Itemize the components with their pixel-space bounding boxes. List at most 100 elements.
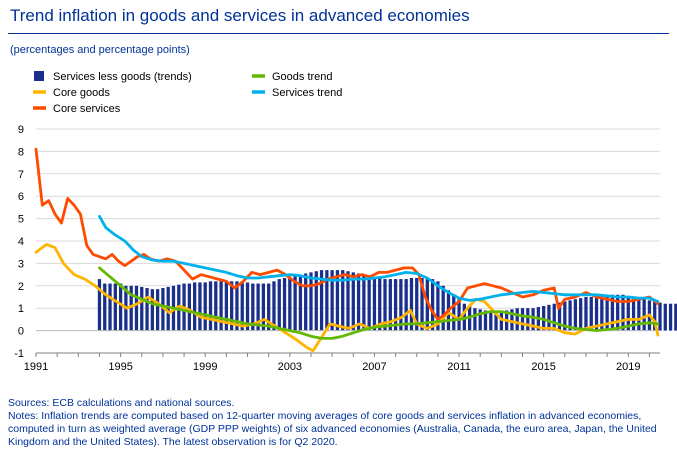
bar xyxy=(483,310,488,331)
bar xyxy=(388,279,392,331)
bar xyxy=(240,281,244,331)
y-tick-label: 9 xyxy=(18,124,24,136)
title-rule xyxy=(8,33,669,34)
bar xyxy=(219,281,223,331)
bar xyxy=(356,273,361,331)
line-series xyxy=(34,147,660,353)
bar xyxy=(674,303,677,331)
bar xyxy=(399,279,403,331)
bar xyxy=(166,286,170,331)
bar xyxy=(367,275,371,331)
bar xyxy=(557,302,562,331)
legend-swatch xyxy=(34,71,44,81)
bar xyxy=(362,274,366,331)
x-tick-label: 2007 xyxy=(362,361,386,373)
bar xyxy=(208,281,213,331)
bar xyxy=(489,311,493,331)
bar xyxy=(563,301,567,331)
x-tick-label: 2003 xyxy=(278,361,302,373)
bar xyxy=(531,308,535,331)
y-tick-label: 1 xyxy=(18,303,24,315)
bar xyxy=(494,311,498,331)
bar xyxy=(113,283,117,331)
legend-label: Services trend xyxy=(272,87,342,99)
bar xyxy=(372,276,377,331)
bar xyxy=(256,283,260,331)
bar xyxy=(404,279,408,331)
bar xyxy=(478,309,482,331)
series-line-services-trend xyxy=(98,215,660,303)
bar xyxy=(631,297,636,331)
bar xyxy=(267,283,271,331)
bar xyxy=(526,308,530,331)
bar xyxy=(272,281,276,331)
bar xyxy=(129,285,133,331)
bar xyxy=(277,279,281,331)
bar xyxy=(441,285,445,331)
bar xyxy=(642,299,646,331)
bar xyxy=(288,276,292,331)
bar xyxy=(282,277,287,331)
chart-subtitle: (percentages and percentage points) xyxy=(10,44,190,56)
bar xyxy=(145,288,149,331)
bar xyxy=(224,281,229,331)
axes: -1 0 1 2 3 4 5 6 7 8 9 1991 1995 1999 2003 2007 2011 2015… xyxy=(14,124,660,373)
y-tick-label: 4 xyxy=(18,236,24,248)
bar xyxy=(108,283,112,331)
y-tick-label: -1 xyxy=(14,348,24,360)
bar xyxy=(118,283,123,331)
y-tick-label: 6 xyxy=(18,191,24,203)
bar xyxy=(547,304,551,331)
bar xyxy=(573,299,578,331)
bar xyxy=(425,279,429,331)
bar xyxy=(663,303,667,331)
bar xyxy=(187,283,191,331)
bar xyxy=(420,277,424,331)
bar xyxy=(499,311,503,331)
bar xyxy=(134,285,139,331)
bar xyxy=(193,282,197,331)
bar xyxy=(637,298,641,331)
bar xyxy=(430,279,435,331)
bar xyxy=(610,294,615,331)
chart-area: -1 0 1 2 3 4 5 6 7 8 9 1991 1995 1999 2003 2007 2011 2015… xyxy=(14,71,677,373)
bar xyxy=(335,270,340,331)
bar xyxy=(251,283,255,331)
bar xyxy=(658,302,662,331)
bar xyxy=(515,308,519,331)
bar xyxy=(621,294,625,331)
bar xyxy=(198,282,202,331)
bar xyxy=(245,282,250,331)
bar xyxy=(293,275,297,331)
bar xyxy=(600,295,604,331)
x-tick-label: 1999 xyxy=(193,361,217,373)
bar xyxy=(150,289,154,331)
legend: Services less goods (trends) Core goods Co… xyxy=(33,71,342,115)
bar xyxy=(568,300,572,331)
y-tick-label: 7 xyxy=(18,169,24,181)
legend-label: Goods trend xyxy=(272,71,333,83)
bar xyxy=(298,274,303,331)
bar xyxy=(616,294,620,331)
bar xyxy=(457,299,461,331)
bar xyxy=(203,282,207,331)
bar xyxy=(161,288,165,331)
x-tick-label: 2015 xyxy=(531,361,555,373)
legend-label: Core goods xyxy=(53,87,110,99)
bar xyxy=(346,271,350,331)
x-tick-label: 1995 xyxy=(108,361,132,373)
bar xyxy=(436,281,440,331)
bar xyxy=(155,289,160,331)
bar xyxy=(97,279,102,331)
bar xyxy=(378,277,382,331)
bar xyxy=(314,271,318,331)
bar xyxy=(309,272,313,331)
bar xyxy=(520,308,525,331)
bar xyxy=(330,270,334,331)
y-tick-label: 2 xyxy=(18,281,24,293)
bar xyxy=(626,295,630,331)
bar xyxy=(325,270,329,331)
bar xyxy=(409,277,414,331)
legend-label: Core services xyxy=(53,103,121,115)
bar xyxy=(235,281,239,331)
